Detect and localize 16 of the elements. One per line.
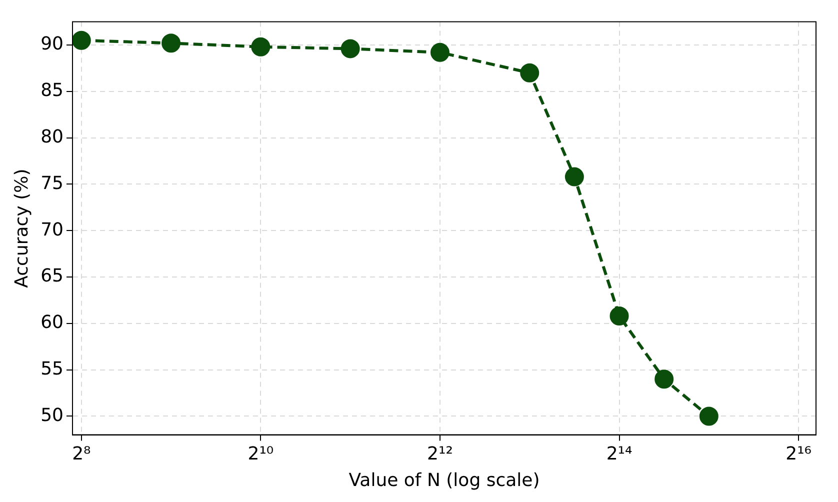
y-axis-title: Accuracy (%) <box>11 168 32 288</box>
y-tick-label: 80 <box>40 126 64 148</box>
y-tick-label: 90 <box>40 34 64 55</box>
x-tick-label: 2¹⁰ <box>248 443 274 464</box>
x-tick-label: 2¹⁶ <box>786 443 812 464</box>
y-tick-label: 85 <box>40 80 64 102</box>
y-tick-label: 70 <box>40 219 64 240</box>
x-axis-title: Value of N (log scale) <box>348 470 540 491</box>
x-tick-label: 2¹⁴ <box>606 443 632 464</box>
y-tick-label: 65 <box>40 266 64 287</box>
x-tick-label: 2¹² <box>427 443 453 464</box>
y-tick-label: 55 <box>40 358 64 380</box>
x-tick-label: 2⁸ <box>72 443 91 464</box>
y-tick-label: 60 <box>40 312 64 334</box>
y-tick-label: 75 <box>40 172 64 194</box>
y-tick-label: 50 <box>40 404 64 426</box>
